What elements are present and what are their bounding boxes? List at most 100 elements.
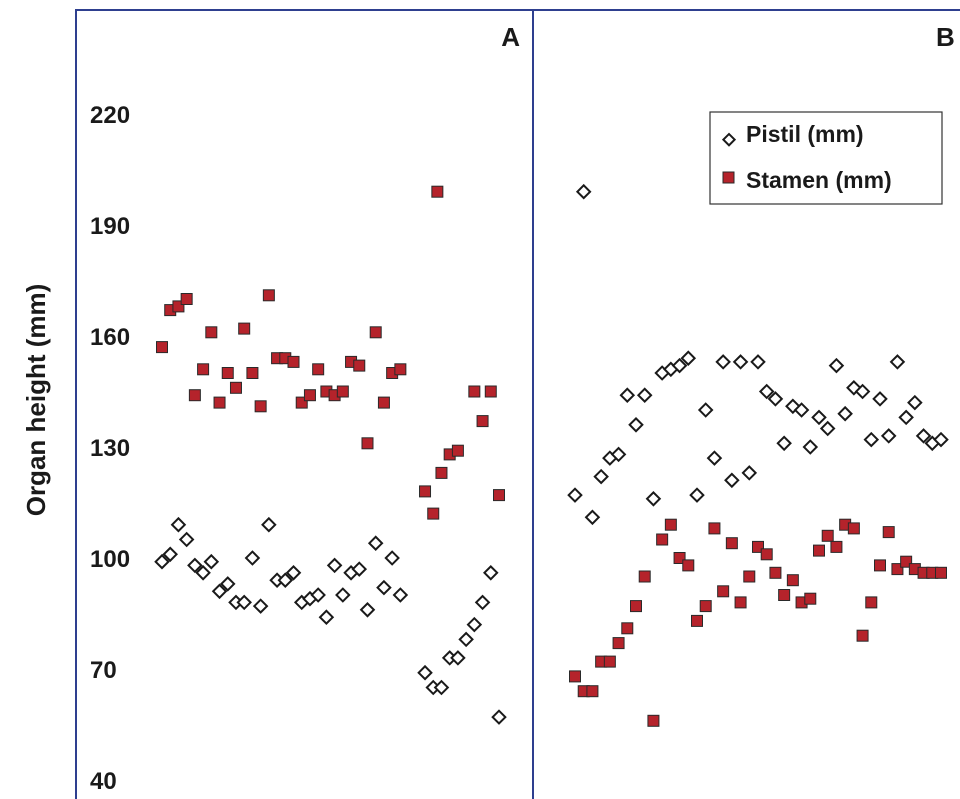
panel-label-b: B <box>936 22 955 52</box>
panel-b-stamen-point <box>831 541 842 552</box>
panel-a-stamen-point <box>189 390 200 401</box>
panel-a-pistil-point <box>460 633 473 646</box>
panel-a <box>156 186 506 723</box>
panel-b-stamen-point <box>735 597 746 608</box>
panel-a-pistil-point <box>419 666 432 679</box>
legend: Pistil (mm) Stamen (mm) <box>710 112 942 204</box>
panel-b-pistil-point <box>891 356 904 369</box>
panel-a-stamen-point <box>469 386 480 397</box>
panel-b-pistil-point <box>743 467 756 480</box>
panel-a-pistil-point <box>378 581 391 594</box>
panel-a-pistil-point <box>361 603 374 616</box>
panel-b-stamen-point <box>622 623 633 634</box>
panel-b-stamen-point <box>604 656 615 667</box>
panel-a-pistil-point <box>320 611 333 624</box>
panel-a-stamen-point <box>432 186 443 197</box>
panel-b-stamen-point <box>866 597 877 608</box>
y-tick-label: 130 <box>90 435 130 462</box>
panel-a-stamen-point <box>337 386 348 397</box>
panel-a-pistil-point <box>254 600 267 613</box>
panel-b-pistil-point <box>647 492 660 505</box>
panel-a-stamen-point <box>288 356 299 367</box>
panel-b-pistil-point <box>778 437 791 450</box>
panel-b <box>569 185 948 726</box>
panel-a-stamen-point <box>313 364 324 375</box>
panel-a-pistil-point <box>386 552 399 565</box>
panel-b-pistil-point <box>882 430 895 443</box>
panel-a-stamen-point <box>362 438 373 449</box>
panel-b-pistil-point <box>699 404 712 417</box>
panel-b-pistil-point <box>586 511 599 524</box>
panel-a-stamen-point <box>255 401 266 412</box>
panel-b-stamen-point <box>936 567 947 578</box>
panel-a-stamen-point <box>230 382 241 393</box>
panel-b-stamen-point <box>700 601 711 612</box>
panel-a-pistil-point <box>180 533 193 546</box>
panel-b-pistil-point <box>865 433 878 446</box>
panel-b-pistil-point <box>821 422 834 435</box>
panel-b-pistil-point <box>804 441 817 454</box>
panel-b-pistil-point <box>813 411 826 424</box>
legend-pistil-label: Pistil (mm) <box>746 121 864 147</box>
panel-a-pistil-point <box>336 589 349 602</box>
panel-a-stamen-point <box>214 397 225 408</box>
panel-b-stamen-point <box>718 586 729 597</box>
y-tick-label: 100 <box>90 546 130 573</box>
panel-b-stamen-point <box>709 523 720 534</box>
y-axis: 40 70 100 130 160 190 220 <box>90 102 130 795</box>
panel-b-stamen-point <box>744 571 755 582</box>
panel-a-stamen-point <box>452 445 463 456</box>
panel-b-stamen-point <box>587 686 598 697</box>
legend-stamen-label: Stamen (mm) <box>746 167 892 193</box>
panel-b-pistil-point <box>717 356 730 369</box>
panel-b-pistil-point <box>734 356 747 369</box>
panel-b-pistil-point <box>577 185 590 198</box>
panel-b-pistil-point <box>874 393 887 406</box>
panel-b-stamen-point <box>665 519 676 530</box>
panel-b-stamen-point <box>875 560 886 571</box>
panel-b-stamen-point <box>657 534 668 545</box>
panel-b-stamen-point <box>683 560 694 571</box>
panel-b-pistil-point <box>708 452 721 465</box>
panel-a-pistil-point <box>369 537 382 550</box>
panel-a-pistil-point <box>452 652 465 665</box>
panel-a-stamen-point <box>157 342 168 353</box>
panel-b-stamen-point <box>639 571 650 582</box>
panel-b-stamen-point <box>848 523 859 534</box>
panel-a-stamen-point <box>222 368 233 379</box>
panel-a-stamen-point <box>263 290 274 301</box>
panel-a-stamen-point <box>370 327 381 338</box>
y-tick-label: 190 <box>90 213 130 240</box>
panel-a-stamen-point <box>239 323 250 334</box>
panel-a-stamen-point <box>206 327 217 338</box>
panel-a-stamen-point <box>420 486 431 497</box>
panel-b-stamen-point <box>822 530 833 541</box>
panel-a-pistil-point <box>238 596 251 609</box>
panel-a-pistil-point <box>328 559 341 572</box>
y-tick-label: 40 <box>90 768 117 795</box>
panel-b-pistil-point <box>569 489 582 502</box>
panel-a-stamen-point <box>181 294 192 305</box>
panel-b-pistil-point <box>830 359 843 372</box>
panel-a-stamen-point <box>485 386 496 397</box>
panel-b-pistil-point <box>595 470 608 483</box>
panel-b-pistil-point <box>630 418 643 431</box>
panel-b-stamen-point <box>883 527 894 538</box>
panel-b-stamen-point <box>779 590 790 601</box>
panel-b-stamen-point <box>770 567 781 578</box>
panel-a-stamen-point <box>395 364 406 375</box>
panel-a-pistil-point <box>468 618 481 631</box>
panel-a-stamen-point <box>247 368 258 379</box>
panel-b-stamen-point <box>613 638 624 649</box>
panel-b-pistil-point <box>839 407 852 420</box>
panel-a-stamen-point <box>436 467 447 478</box>
panel-a-stamen-point <box>428 508 439 519</box>
panel-b-stamen-point <box>631 601 642 612</box>
panel-a-pistil-point <box>394 589 407 602</box>
panel-b-pistil-point <box>691 489 704 502</box>
panel-a-pistil-point <box>205 555 218 568</box>
panel-a-stamen-point <box>378 397 389 408</box>
y-tick-label: 70 <box>90 657 117 684</box>
panel-b-pistil-point <box>900 411 913 424</box>
